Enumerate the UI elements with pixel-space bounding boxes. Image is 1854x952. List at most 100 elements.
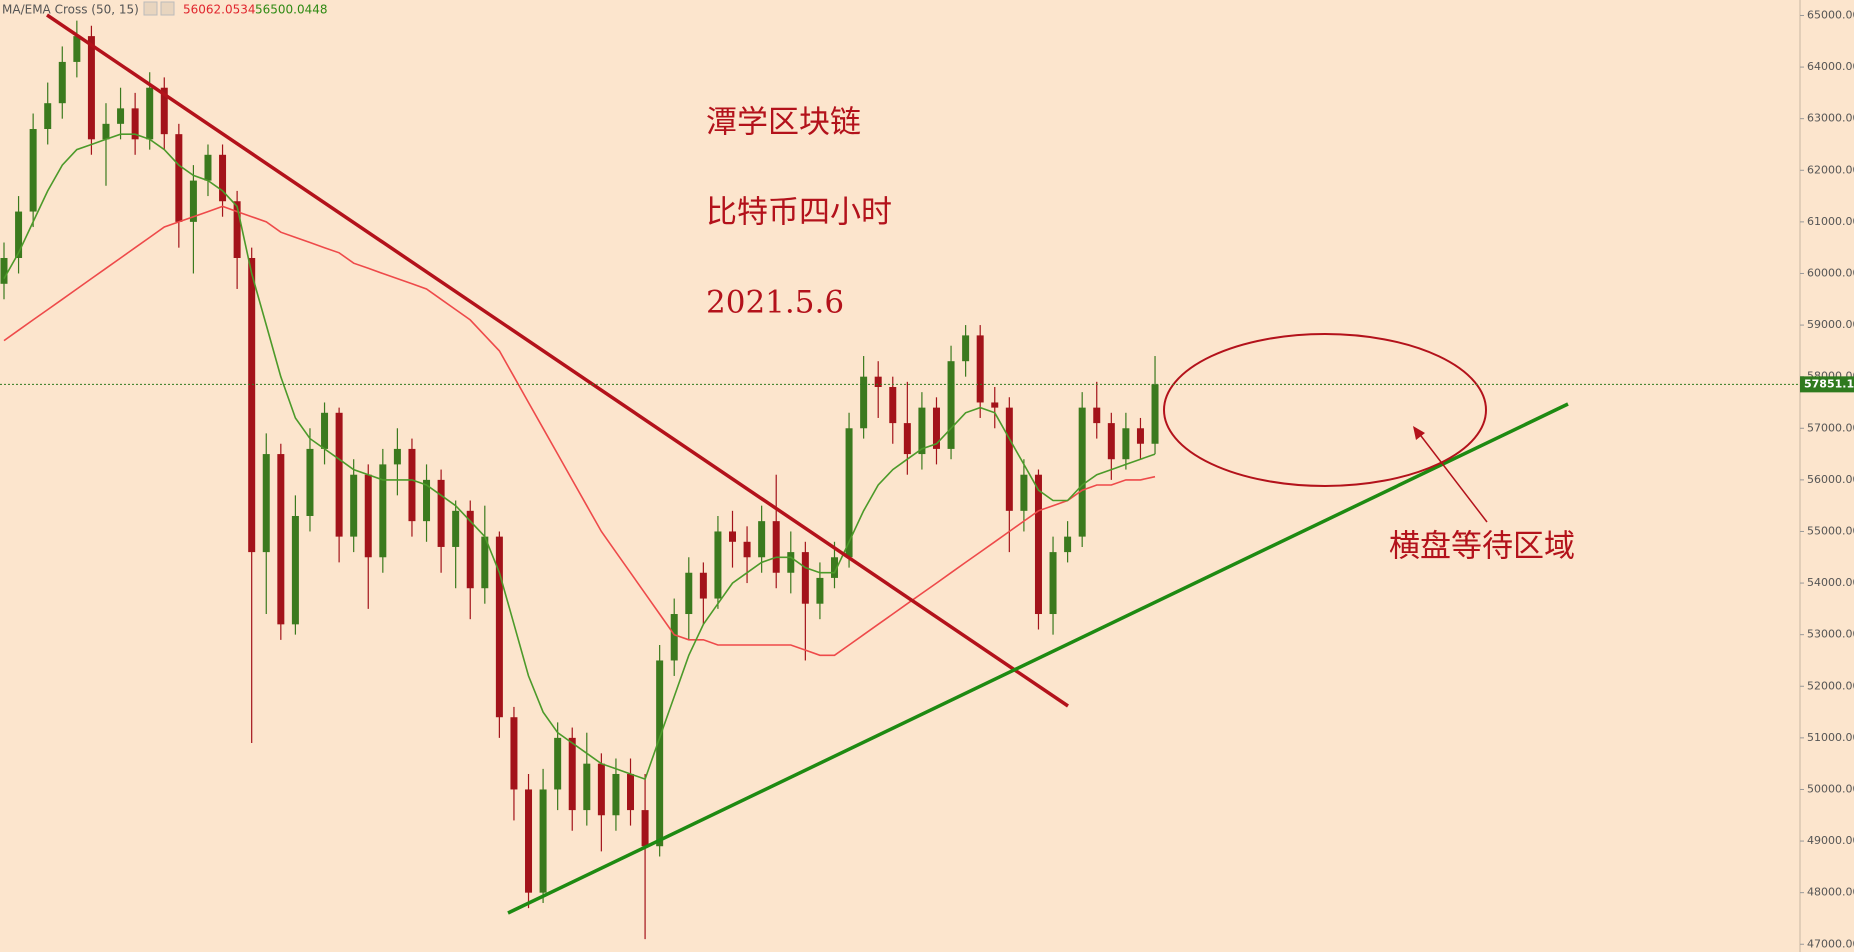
- annotation: 横盘等待区域: [1389, 529, 1575, 565]
- y-tick-label: 55000.00: [1807, 524, 1854, 537]
- candle-body: [525, 789, 533, 893]
- candle-body: [976, 335, 984, 403]
- candle-body: [554, 737, 562, 790]
- candle-body: [903, 423, 911, 455]
- y-tick-label: 57000.00: [1807, 421, 1854, 434]
- arrow-head: [1413, 426, 1425, 440]
- candle-body: [248, 257, 256, 553]
- candle-body: [787, 552, 795, 573]
- candle-body: [87, 36, 95, 140]
- candle-body: [117, 108, 125, 124]
- candle-body: [204, 154, 212, 181]
- arrow-shaft: [1417, 431, 1488, 523]
- candle-body: [816, 577, 824, 604]
- trend-line-down: [46, 13, 1069, 708]
- candle-body: [408, 448, 416, 522]
- candle-body: [495, 536, 503, 718]
- candle-body: [29, 128, 37, 212]
- candle-body: [262, 454, 270, 553]
- candle-body: [1151, 384, 1159, 444]
- candle-body: [1020, 474, 1028, 511]
- candle-body: [1107, 423, 1115, 460]
- candle-body: [379, 464, 387, 558]
- candle-body: [656, 660, 664, 847]
- candle-body: [335, 412, 343, 537]
- last-price-tag: [1800, 376, 1854, 393]
- candle-body: [685, 572, 693, 615]
- candle-body: [991, 402, 999, 408]
- y-tick-label: 54000.00: [1807, 576, 1854, 589]
- candle-body: [15, 211, 23, 258]
- candle-body: [291, 515, 299, 625]
- candle-body: [481, 536, 489, 589]
- candle-body: [1136, 428, 1144, 444]
- candle-body: [1034, 474, 1042, 615]
- y-tick-label: 53000.00: [1807, 628, 1854, 641]
- candle-body: [189, 180, 197, 222]
- candle-body: [729, 531, 736, 542]
- candle-body: [160, 87, 168, 135]
- legend-value: 56062.0534: [183, 3, 256, 17]
- range-ellipse: [1163, 333, 1487, 487]
- candle-body: [219, 154, 227, 202]
- candle-body: [1093, 407, 1101, 424]
- candle-body: [277, 454, 285, 625]
- y-tick-label: 62000.00: [1807, 163, 1854, 176]
- settings-icon[interactable]: [143, 1, 158, 16]
- candle-body: [131, 108, 139, 140]
- last-price-label: 57851.15: [1804, 377, 1854, 390]
- y-tick-label: 56000.00: [1807, 473, 1854, 486]
- candle-body: [350, 474, 358, 537]
- y-tick-label: 59000.00: [1807, 318, 1854, 331]
- candle-body: [73, 36, 81, 62]
- ma-line: [3, 133, 1156, 781]
- candle-body: [830, 557, 838, 578]
- y-tick-label: 49000.00: [1807, 834, 1854, 847]
- y-tick-label: 61000.00: [1807, 215, 1854, 228]
- y-tick-label: 65000.00: [1807, 8, 1854, 21]
- candle-body: [670, 614, 678, 661]
- y-tick-label: 47000.00: [1807, 937, 1854, 950]
- candle-body: [1049, 552, 1057, 615]
- candle-body: [845, 428, 853, 558]
- candle-body: [1005, 407, 1013, 511]
- ma-line: [3, 205, 1156, 657]
- y-tick-label: 64000.00: [1807, 60, 1854, 73]
- candle-body: [597, 763, 605, 816]
- y-tick-label: 51000.00: [1807, 731, 1854, 744]
- candle-body: [1064, 536, 1072, 553]
- indicator-label: MA/EMA Cross (50, 15): [2, 3, 139, 17]
- candle-body: [699, 572, 707, 599]
- candle-body: [874, 376, 882, 387]
- y-tick-label: 52000.00: [1807, 679, 1854, 692]
- candle-body: [306, 448, 314, 516]
- candle-body: [743, 541, 751, 558]
- candle-body: [889, 386, 897, 424]
- candle-body: [772, 521, 780, 573]
- candle-body: [364, 474, 372, 558]
- candle-body: [758, 521, 766, 558]
- candle-body: [539, 789, 547, 893]
- annotation: 比特币四小时: [706, 195, 892, 231]
- trend-line-up: [507, 402, 1569, 915]
- close-icon[interactable]: [160, 1, 175, 16]
- annotation: 2021.5.6: [706, 285, 844, 321]
- candle-body: [962, 335, 970, 362]
- candle-body: [1122, 428, 1130, 460]
- candle-body: [641, 810, 649, 847]
- candle-body: [714, 531, 722, 599]
- candle-body: [583, 763, 591, 811]
- candle-body: [321, 412, 329, 449]
- candle-body: [393, 448, 401, 465]
- y-tick-label: 63000.00: [1807, 112, 1854, 125]
- candle-body: [510, 717, 518, 790]
- y-tick-label: 50000.00: [1807, 782, 1854, 795]
- candle-body: [627, 773, 635, 811]
- candle-body: [102, 123, 110, 140]
- candle-body: [1078, 407, 1086, 537]
- candle-body: [233, 201, 241, 258]
- candle-body: [175, 134, 183, 222]
- legend-value: 56500.0448: [255, 3, 328, 17]
- candle-body: [918, 407, 926, 455]
